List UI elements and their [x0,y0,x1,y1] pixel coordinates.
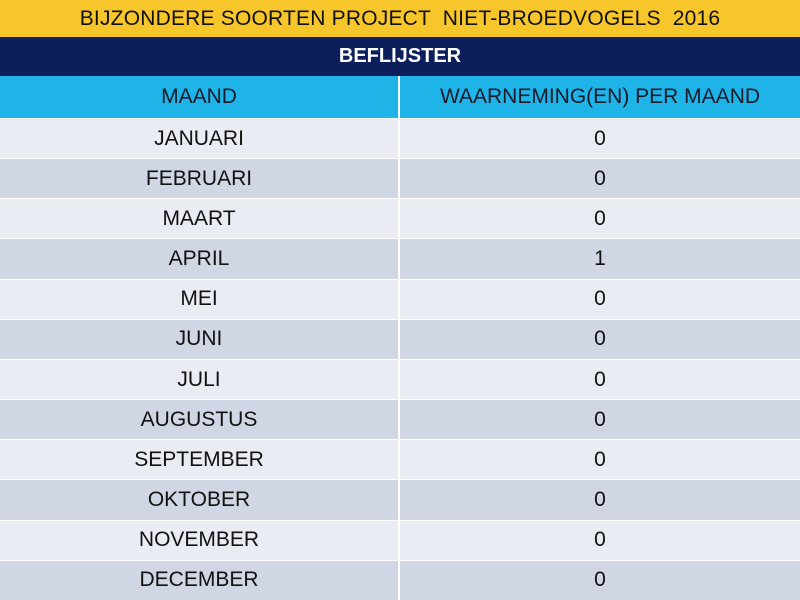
table-row: MAART 0 [0,198,800,239]
month-cell: JANUARI [0,119,400,159]
month-cell: DECEMBER [0,560,400,600]
column-header-month: MAAND [0,76,400,118]
table-row: FEBRUARI 0 [0,158,800,199]
table-row: SEPTEMBER 0 [0,439,800,480]
species-header: BEFLIJSTER [0,37,800,76]
month-cell: NOVEMBER [0,520,400,560]
observation-count-cell: 0 [594,287,606,311]
month-cell: OKTOBER [0,480,400,520]
month-cell: AUGUSTUS [0,400,400,440]
observation-count-cell: 0 [594,327,606,351]
table-row: AUGUSTUS 0 [0,399,800,440]
observation-count-cell: 0 [594,367,606,391]
observations-table: MAAND WAARNEMING(EN) PER MAAND JANUARI 0 F… [0,76,800,600]
table-row: OKTOBER 0 [0,479,800,520]
table-row: JANUARI 0 [0,118,800,159]
month-cell: MAART [0,199,400,239]
observation-count-cell: 1 [594,247,606,271]
month-cell: SEPTEMBER [0,440,400,480]
month-cell: JULI [0,359,400,400]
table-row: MEI 0 [0,278,800,319]
table-row: DECEMBER 0 [0,559,800,600]
table-header-row: MAAND WAARNEMING(EN) PER MAAND [0,76,800,118]
species-name: BEFLIJSTER [338,45,462,67]
table-row: APRIL 1 [0,238,800,279]
observation-count-cell: 0 [594,487,606,511]
month-cell: MEI [0,279,400,319]
table-body: JANUARI 0 FEBRUARI 0 MAART 0 APRIL 1 MEI 0 JUNI 0 JU… [0,118,800,600]
observation-count-cell: 0 [594,206,606,230]
table-row: JUNI 0 [0,318,800,359]
observation-count-cell: 0 [594,126,606,150]
month-cell: APRIL [0,239,400,279]
table-row: JULI 0 [0,358,800,400]
month-cell: JUNI [0,319,400,359]
table-row: NOVEMBER 0 [0,519,800,560]
observation-count-cell: 0 [594,166,606,190]
title-bar: BIJZONDERE SOORTEN PROJECT NIET-BROEDVOG… [0,0,800,37]
column-header-observations: WAARNEMING(EN) PER MAAND [439,85,761,108]
page-title: BIJZONDERE SOORTEN PROJECT NIET-BROEDVOG… [79,6,721,30]
observation-count-cell: 0 [594,568,606,592]
observation-count-cell: 0 [594,407,606,431]
observation-count-cell: 0 [594,447,606,471]
observation-count-cell: 0 [594,528,606,552]
month-cell: FEBRUARI [0,159,400,199]
